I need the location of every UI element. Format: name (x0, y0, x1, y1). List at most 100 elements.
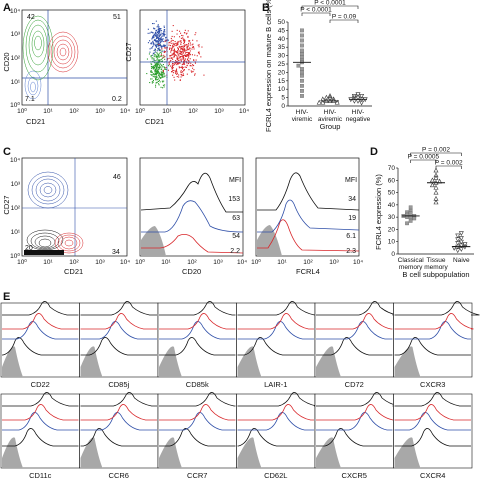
event-dot (161, 74, 163, 76)
event-dot (156, 56, 158, 58)
histogram-label: CXCR3 (420, 380, 445, 389)
event-dot (157, 30, 159, 32)
event-dot (155, 70, 157, 72)
data-point (429, 177, 435, 183)
event-dot (186, 47, 188, 49)
data-point (300, 33, 304, 38)
data-point (433, 199, 439, 205)
event-dot (155, 77, 157, 79)
event-dot (152, 52, 154, 54)
significance-bracket (329, 19, 359, 23)
event-dot (153, 39, 155, 41)
event-dot (157, 25, 159, 27)
event-dot (153, 57, 155, 59)
event-dot (159, 64, 161, 66)
event-dot (161, 80, 163, 82)
svg-text:10⁴: 10⁴ (120, 108, 130, 115)
event-dot (175, 62, 177, 64)
event-dot (152, 73, 154, 75)
event-dot (151, 71, 153, 73)
data-point (433, 184, 439, 190)
data-point (355, 92, 361, 98)
histogram-cd22: CD22 (0, 301, 80, 389)
event-dot (161, 55, 163, 57)
event-dot (151, 74, 153, 76)
axis-label-cd21-c: CD21 (64, 267, 83, 276)
event-dot (172, 25, 174, 27)
event-dot (174, 41, 176, 43)
event-dot (160, 66, 162, 68)
data-point (334, 99, 340, 105)
event-dot (153, 65, 155, 67)
event-dot (162, 69, 164, 71)
mfi-blue-1: 63 (232, 215, 240, 222)
panel-label-d: D (370, 146, 378, 158)
event-dot (177, 47, 179, 49)
event-dot (173, 43, 175, 45)
event-dot (187, 49, 189, 51)
event-dot (194, 34, 196, 36)
event-dot (172, 61, 174, 63)
quadrant-ul: 42 (27, 14, 35, 21)
curve-classical-memory (316, 321, 393, 340)
event-dot (156, 76, 158, 78)
histogram-label: CD22 (31, 380, 50, 389)
event-dot (181, 47, 183, 49)
event-dot (186, 73, 188, 75)
event-dot (183, 62, 185, 64)
event-dot (172, 68, 174, 70)
event-dot (158, 76, 160, 78)
event-dot (182, 37, 184, 39)
svg-text:10⁴: 10⁴ (10, 8, 20, 15)
event-dot (151, 47, 153, 49)
event-dot (151, 81, 153, 83)
event-dot (158, 43, 160, 45)
curve-top (237, 392, 317, 407)
event-dot (160, 41, 162, 43)
event-dot (161, 76, 163, 78)
curve-tissue-memory (159, 313, 236, 330)
curve-tissue-memory (80, 313, 157, 330)
event-dot (184, 54, 186, 56)
svg-text:10³: 10³ (213, 259, 223, 266)
event-dot (178, 67, 180, 69)
event-dot (158, 27, 160, 29)
quadrant-ll-c: 20 (25, 245, 33, 252)
svg-text:10¹: 10¹ (11, 79, 21, 86)
event-dot (172, 49, 174, 51)
event-dot (171, 46, 173, 48)
event-dot (153, 44, 155, 46)
event-dot (186, 51, 188, 53)
event-dot (155, 43, 157, 45)
event-dot (175, 71, 177, 73)
event-dot (180, 73, 182, 75)
event-dot (178, 45, 180, 47)
event-dot (193, 48, 195, 50)
histogram-label: CD85j (108, 380, 129, 389)
event-dot (154, 70, 156, 72)
event-dot (161, 50, 163, 52)
event-dot (160, 59, 162, 61)
curve-naive (316, 337, 393, 356)
event-dot (171, 35, 173, 37)
event-dot (188, 53, 190, 55)
event-dot (154, 51, 156, 53)
isotype-fill (159, 346, 182, 377)
event-dot (189, 54, 191, 56)
event-dot (182, 38, 184, 40)
event-dot (179, 46, 181, 48)
event-dot (165, 67, 167, 69)
event-dot (165, 47, 167, 49)
event-dot (163, 54, 165, 56)
curve-tissue-memory (2, 404, 79, 421)
event-dot (177, 41, 179, 43)
event-dot (150, 31, 152, 33)
event-dot (152, 60, 154, 62)
svg-text:10⁰: 10⁰ (251, 258, 261, 266)
event-dot (168, 42, 170, 44)
event-dot (161, 40, 163, 42)
blue-contours-c (27, 171, 69, 209)
event-dot (171, 71, 173, 73)
event-dot (158, 55, 160, 57)
isotype-fill (394, 346, 421, 377)
